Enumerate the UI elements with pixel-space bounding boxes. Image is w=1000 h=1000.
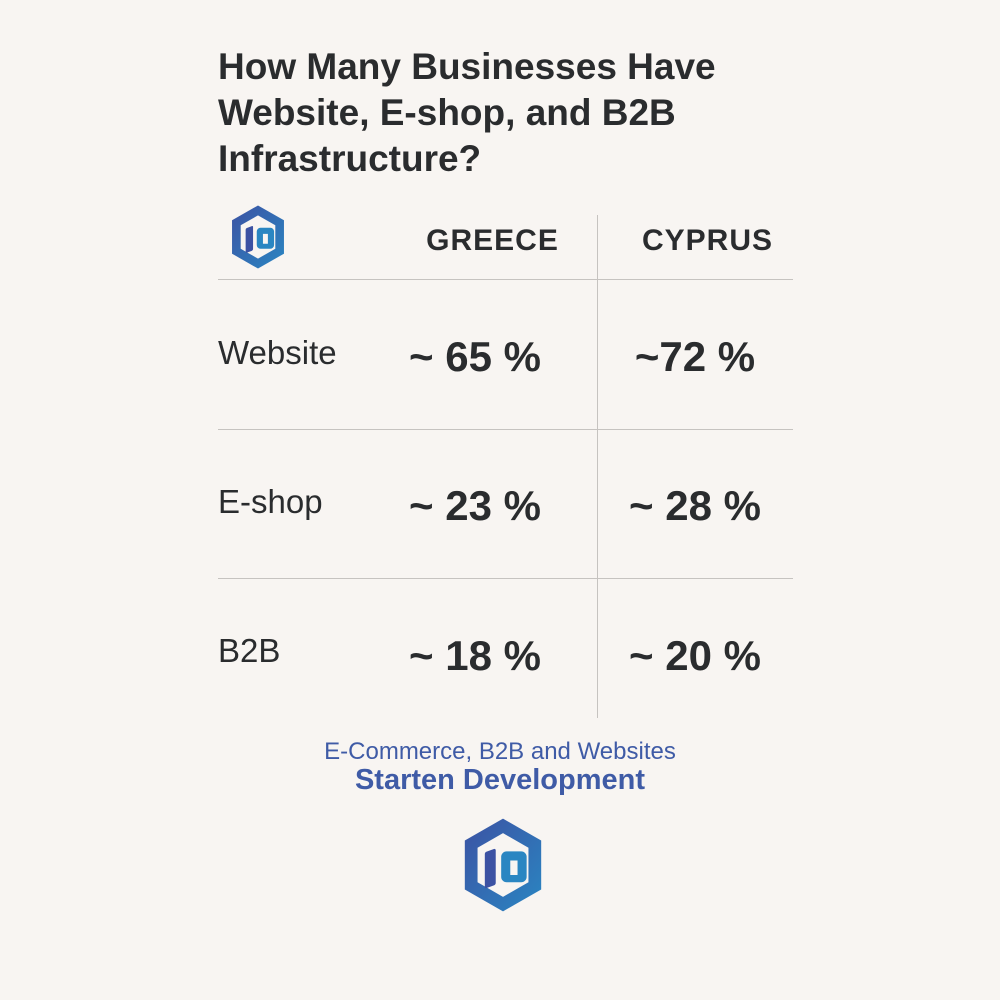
cell-website-cyprus: ~72 % [634, 333, 756, 380]
starten-logo-icon [457, 815, 549, 915]
chart-title: How Many Businesses Have Website, E-shop… [218, 44, 818, 182]
row-divider [218, 578, 793, 579]
cell-eshop-greece: ~ 23 % [409, 482, 541, 529]
row-label-website: Website [218, 334, 337, 371]
title-line-2: Website, E-shop, and B2B [218, 92, 676, 133]
cell-website-greece: ~ 65 % [409, 333, 541, 380]
cell-eshop-cyprus: ~ 28 % [629, 482, 761, 529]
column-divider [597, 215, 598, 718]
starten-logo-icon [226, 203, 290, 271]
footer-subtitle: E-Commerce, B2B and Websites [324, 738, 676, 765]
cell-b2b-greece: ~ 18 % [409, 632, 541, 679]
cell-b2b-cyprus: ~ 20 % [629, 632, 761, 679]
row-divider [218, 429, 793, 430]
footer-brand: Starten Development [354, 764, 646, 796]
row-label-eshop: E-shop [218, 483, 323, 520]
column-header-cyprus: CYPRUS [641, 224, 774, 257]
title-line-3: Infrastructure? [218, 138, 482, 179]
column-header-greece: GREECE [426, 224, 559, 257]
title-line-1: How Many Businesses Have [218, 46, 716, 87]
row-divider [218, 279, 793, 280]
row-label-b2b: B2B [218, 632, 281, 669]
